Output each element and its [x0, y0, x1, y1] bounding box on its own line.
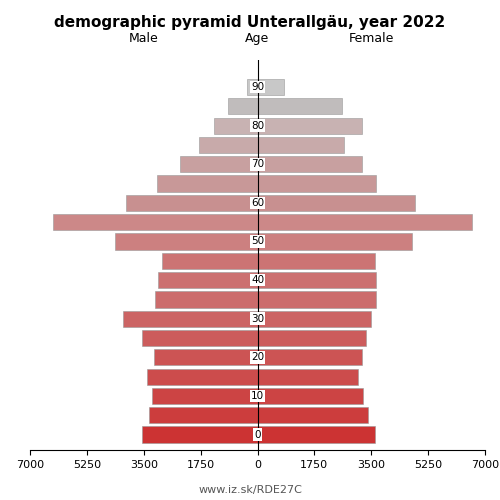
Bar [258, 349, 362, 366]
Text: 80: 80 [251, 120, 264, 130]
Bar [258, 310, 371, 327]
Bar [258, 252, 374, 269]
Bar [147, 368, 258, 384]
Text: 0: 0 [254, 430, 261, 440]
Bar [228, 98, 258, 114]
Text: 60: 60 [251, 198, 264, 208]
Text: 40: 40 [251, 275, 264, 285]
Bar [258, 388, 363, 404]
Text: Male: Male [129, 32, 158, 44]
Text: 20: 20 [251, 352, 264, 362]
Bar [199, 137, 258, 153]
Text: www.iz.sk/RDE27C: www.iz.sk/RDE27C [198, 485, 302, 495]
Text: 90: 90 [251, 82, 264, 92]
Bar [162, 252, 258, 269]
Bar [180, 156, 258, 172]
Bar [152, 388, 258, 404]
Bar [258, 272, 376, 288]
Text: 30: 30 [251, 314, 264, 324]
Bar [258, 118, 362, 134]
Text: 50: 50 [251, 236, 264, 246]
Bar [258, 234, 412, 250]
Bar [258, 407, 368, 424]
Bar [247, 79, 258, 95]
Bar [258, 98, 342, 114]
Bar [142, 426, 258, 442]
Bar [157, 176, 258, 192]
Bar [214, 118, 258, 134]
Bar [258, 137, 344, 153]
Bar [258, 195, 415, 211]
Bar [258, 426, 374, 442]
Bar [114, 234, 258, 250]
Bar [258, 330, 366, 346]
Text: Age: Age [246, 32, 270, 44]
Bar [122, 310, 258, 327]
Text: Female: Female [348, 32, 394, 44]
Bar [148, 407, 258, 424]
Bar [258, 214, 472, 230]
Bar [258, 79, 284, 95]
Bar [53, 214, 258, 230]
Bar [158, 272, 258, 288]
Text: 70: 70 [251, 160, 264, 170]
Bar [258, 368, 358, 384]
Bar [258, 292, 376, 308]
Bar [258, 176, 376, 192]
Text: demographic pyramid Unterallgäu, year 2022: demographic pyramid Unterallgäu, year 20… [54, 15, 446, 30]
Bar [258, 156, 362, 172]
Bar [155, 292, 258, 308]
Text: 10: 10 [251, 391, 264, 401]
Bar [154, 349, 258, 366]
Bar [142, 330, 258, 346]
Bar [126, 195, 258, 211]
